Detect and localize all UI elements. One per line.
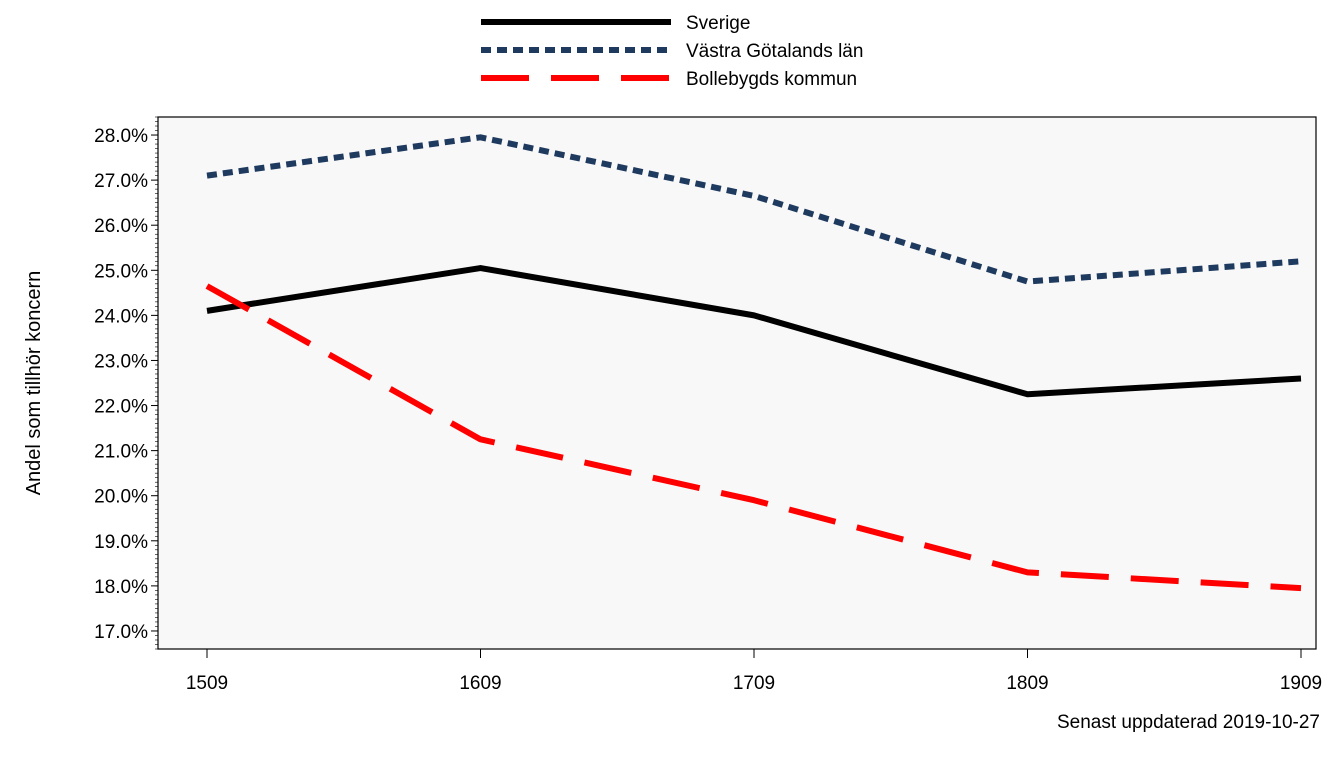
- axis-ticks: 17.0% 18.0% 19.0% 20.0% 21.0% 22.0% 23.0% 24.0%…: [94, 116, 1322, 694]
- y-tick-label: 27.0%: [94, 171, 148, 192]
- y-tick-label: 26.0%: [94, 216, 148, 237]
- y-tick-label: 20.0%: [94, 487, 148, 508]
- series-line: [206, 134, 1302, 285]
- x-tick-label: 1909: [1280, 673, 1322, 694]
- legend-label: Bollebygds kommun: [686, 69, 857, 90]
- x-tick-label: 1509: [186, 673, 228, 694]
- y-tick-label: 28.0%: [94, 126, 148, 147]
- y-tick-label: 22.0%: [94, 397, 148, 418]
- x-tick-label: 1609: [459, 673, 501, 694]
- y-tick-label: 24.0%: [94, 306, 148, 327]
- legend-label: Västra Götalands län: [686, 41, 863, 62]
- y-axis-title: Andel som tillhör koncern: [23, 271, 45, 496]
- x-tick-label: 1709: [733, 673, 775, 694]
- legend-label: Sverige: [686, 13, 750, 34]
- x-tick-label: 1809: [1006, 673, 1048, 694]
- plot-area: [157, 116, 1317, 650]
- y-tick-label: 17.0%: [94, 622, 148, 643]
- y-tick-label: 23.0%: [94, 351, 148, 372]
- last-updated-text: Senast uppdaterad 2019-10-27: [1056, 712, 1320, 733]
- y-tick-label: 25.0%: [94, 261, 148, 282]
- y-tick-label: 18.0%: [94, 577, 148, 598]
- y-tick-label: 21.0%: [94, 442, 148, 463]
- legend: Sverige Västra Götalands län Bollebygds ko…: [481, 13, 863, 90]
- y-tick-label: 19.0%: [94, 532, 148, 553]
- series-lines: [205, 134, 1302, 592]
